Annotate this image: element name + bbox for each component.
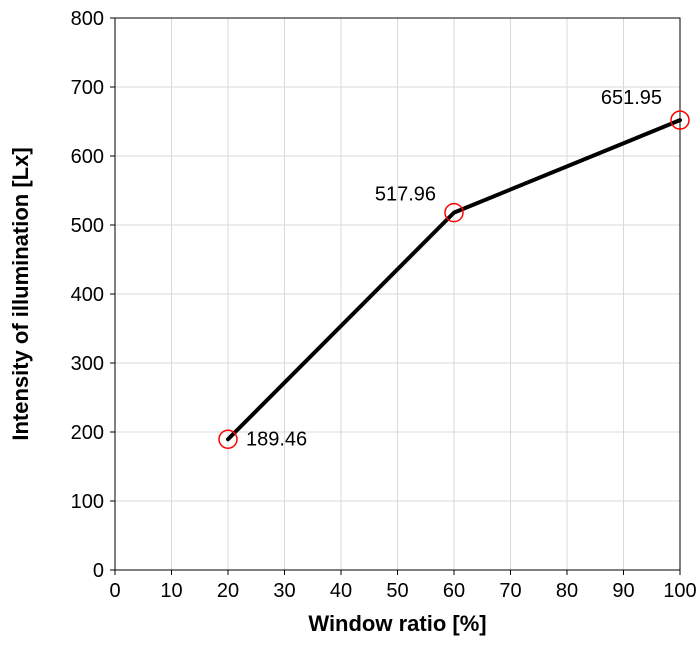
x-tick-label: 90 — [612, 580, 634, 602]
y-tick-label: 700 — [71, 77, 104, 99]
x-tick-label: 80 — [556, 580, 578, 602]
x-tick-label: 40 — [330, 580, 352, 602]
y-axis-label: Intensity of illumination [Lx] — [8, 147, 33, 440]
chart-background — [0, 0, 697, 656]
x-axis-label: Window ratio [%] — [308, 611, 486, 636]
y-tick-label: 800 — [71, 8, 104, 30]
x-tick-label: 10 — [160, 580, 182, 602]
x-tick-label: 70 — [499, 580, 521, 602]
x-tick-label: 100 — [663, 580, 696, 602]
data-point-label: 189.46 — [246, 428, 307, 450]
y-tick-label: 500 — [71, 215, 104, 237]
data-point-label: 651.95 — [601, 87, 662, 109]
y-tick-label: 400 — [71, 284, 104, 306]
y-tick-label: 0 — [93, 560, 104, 582]
illumination-chart: 0 10 20 30 40 50 60 70 80 90 100 0 100 200 300 400 500 60… — [0, 0, 697, 656]
y-tick-label: 600 — [71, 146, 104, 168]
x-tick-label: 60 — [443, 580, 465, 602]
y-tick-label: 300 — [71, 353, 104, 375]
chart-canvas: 0 10 20 30 40 50 60 70 80 90 100 0 100 200 300 400 500 60… — [0, 0, 697, 656]
x-tick-label: 30 — [273, 580, 295, 602]
y-tick-label: 200 — [71, 422, 104, 444]
x-tick-label: 20 — [217, 580, 239, 602]
x-tick-label: 50 — [386, 580, 408, 602]
x-tick-label: 0 — [109, 580, 120, 602]
data-point-label: 517.96 — [375, 184, 436, 206]
y-tick-label: 100 — [71, 491, 104, 513]
